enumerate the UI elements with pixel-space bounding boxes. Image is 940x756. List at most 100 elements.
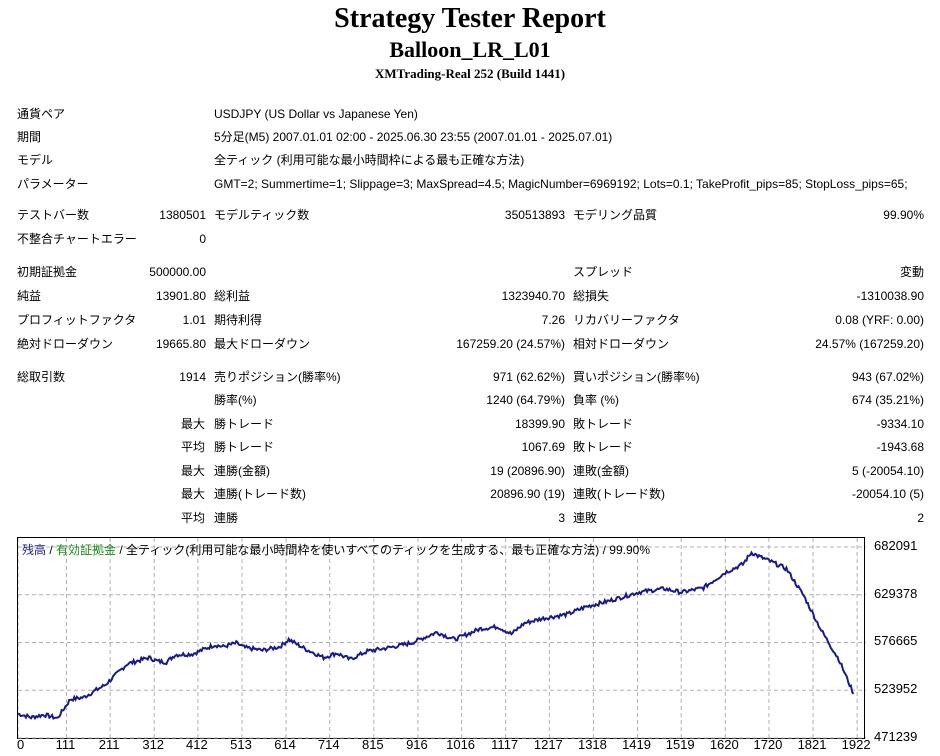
net-value: 13901.80 xyxy=(155,289,206,303)
legend-equity: 有効証拠金 xyxy=(56,543,117,557)
loss-rate-label: 負率 (%) xyxy=(573,393,619,407)
cons-losses-amt-label: 連敗(金額) xyxy=(573,464,629,478)
avg-prefix: 平均 xyxy=(181,511,206,525)
long-value: 943 (67.02%) xyxy=(851,370,924,384)
x-tick-label: 1720 xyxy=(753,737,783,752)
x-tick-label: 1419 xyxy=(622,737,651,752)
avg-win-label: 勝トレード xyxy=(214,440,275,454)
balance-line xyxy=(18,550,855,721)
legend-balance: 残高 xyxy=(22,543,47,557)
avg-cons-wins-value: 3 xyxy=(558,511,565,525)
quality-value: 99.90% xyxy=(883,208,924,222)
report-title: Strategy Tester Report xyxy=(334,3,606,34)
total-trades-label: 総取引数 xyxy=(17,370,66,384)
chart-legend: 残高 / 有効証拠金 / 全ティック(利用可能な最小時間枠を使いすべてのティック… xyxy=(22,541,650,558)
model-label: モデル xyxy=(17,153,54,167)
model-value: 全ティック (利用可能な最小時間枠による最も正確な方法) xyxy=(214,153,525,167)
max-dd-value: 167259.20 (24.57%) xyxy=(456,337,565,351)
cons-wins-amt-value: 19 (20896.90) xyxy=(490,464,565,478)
quality-label: モデリング品質 xyxy=(573,208,658,222)
short-label: 売りポジション(勝率%) xyxy=(214,370,341,384)
deposit-label: 初期証拠金 xyxy=(17,265,78,279)
largest-loss-label: 敗トレード xyxy=(573,417,634,431)
largest-win-label: 勝トレード xyxy=(214,417,275,431)
y-tick-label: 682091 xyxy=(874,537,918,553)
x-tick-label: 211 xyxy=(98,737,120,752)
max-dd-label: 最大ドローダウン xyxy=(214,337,311,351)
short-value: 971 (62.62%) xyxy=(492,370,565,384)
avg-cons-wins-label: 連勝 xyxy=(214,511,239,525)
balance-chart-plot xyxy=(18,538,866,740)
ticks-value: 350513893 xyxy=(504,208,565,222)
gross-profit-value: 1323940.70 xyxy=(501,289,565,303)
abs-dd-value: 19665.80 xyxy=(155,337,206,351)
x-tick-label: 312 xyxy=(142,737,165,752)
bars-label: テストバー数 xyxy=(17,208,90,222)
ticks-label: モデルティック数 xyxy=(214,208,310,222)
avg-loss-value: -1943.68 xyxy=(876,440,924,454)
avg-cons-losses-label: 連敗 xyxy=(573,511,598,525)
loss-rate-value: 674 (35.21%) xyxy=(851,393,924,407)
x-tick-label: 1922 xyxy=(841,737,871,752)
max-prefix: 最大 xyxy=(181,464,206,478)
pair-value: USDJPY (US Dollar vs Japanese Yen) xyxy=(214,107,418,121)
win-rate-label: 勝率(%) xyxy=(214,393,257,407)
gross-loss-label: 総損失 xyxy=(573,289,610,303)
x-tick-label: 111 xyxy=(55,737,76,752)
pair-label: 通貨ペア xyxy=(17,107,66,121)
bars-value: 1380501 xyxy=(159,208,206,222)
max-prefix: 最大 xyxy=(181,487,206,501)
legend-description: / 全ティック(利用可能な最小時間枠を使いすべてのティックを生成する、最も正確な… xyxy=(116,543,650,557)
params-label: パラメーター xyxy=(17,177,89,191)
cons-losses-cnt-label: 連敗(トレード数) xyxy=(573,487,665,501)
net-label: 純益 xyxy=(17,289,42,303)
gross-profit-label: 総利益 xyxy=(214,289,251,303)
spread-value: 変動 xyxy=(899,265,924,279)
abs-dd-label: 絶対ドローダウン xyxy=(17,337,114,351)
mismatch-value: 0 xyxy=(199,232,206,246)
balance-chart xyxy=(17,537,866,740)
avg-loss-label: 敗トレード xyxy=(573,440,634,454)
x-tick-label: 1821 xyxy=(797,737,827,752)
expected-value: 7.26 xyxy=(541,313,565,327)
avg-prefix: 平均 xyxy=(181,440,206,454)
params-value: GMT=2; Summertime=1; Slippage=3; MaxSpre… xyxy=(214,177,908,191)
legend-separator: / xyxy=(46,543,57,557)
cons-wins-cnt-value: 20896.90 (19) xyxy=(490,487,565,501)
x-tick-label: 614 xyxy=(274,737,296,752)
y-tick-label: 576665 xyxy=(874,633,918,649)
avg-cons-losses-value: 2 xyxy=(917,511,924,525)
rel-dd-value: 24.57% (167259.20) xyxy=(815,337,924,351)
spread-label: スプレッド xyxy=(573,265,634,279)
largest-win-value: 18399.90 xyxy=(514,417,565,431)
avg-win-value: 1067.69 xyxy=(521,440,565,454)
pf-label: プロフィットファクタ xyxy=(17,313,137,327)
x-tick-label: 1318 xyxy=(577,737,607,752)
rel-dd-label: 相対ドローダウン xyxy=(573,337,670,351)
period-value: 5分足(M5) 2007.01.01 02:00 - 2025.06.30 23… xyxy=(214,130,613,144)
cons-losses-cnt-value: -20054.10 (5) xyxy=(851,487,924,501)
x-tick-label: 916 xyxy=(406,737,428,752)
largest-loss-value: -9334.10 xyxy=(876,417,924,431)
recovery-label: リカバリーファクタ xyxy=(573,313,680,327)
x-tick-label: 513 xyxy=(230,737,252,752)
gross-loss-value: -1310038.90 xyxy=(856,289,924,303)
x-tick-label: 1519 xyxy=(665,737,695,752)
x-tick-label: 0 xyxy=(17,737,25,752)
max-prefix: 最大 xyxy=(181,417,206,431)
y-tick-label: 629378 xyxy=(874,585,918,601)
recovery-value: 0.08 (YRF: 0.00) xyxy=(835,313,924,327)
x-tick-label: 1620 xyxy=(709,737,739,752)
deposit-value: 500000.00 xyxy=(149,265,206,279)
long-label: 買いポジション(勝率%) xyxy=(573,370,700,384)
pf-value: 1.01 xyxy=(182,313,206,327)
cons-wins-cnt-label: 連勝(トレード数) xyxy=(214,487,306,501)
ea-name: Balloon_LR_L01 xyxy=(389,37,551,62)
y-tick-label: 523952 xyxy=(874,681,918,697)
win-rate-value: 1240 (64.79%) xyxy=(486,393,565,407)
x-tick-label: 815 xyxy=(361,737,384,752)
x-tick-label: 1016 xyxy=(446,737,476,752)
mismatch-label: 不整合チャートエラー xyxy=(17,232,137,246)
y-tick-label: 471239 xyxy=(874,729,918,744)
x-tick-label: 1117 xyxy=(491,737,519,752)
